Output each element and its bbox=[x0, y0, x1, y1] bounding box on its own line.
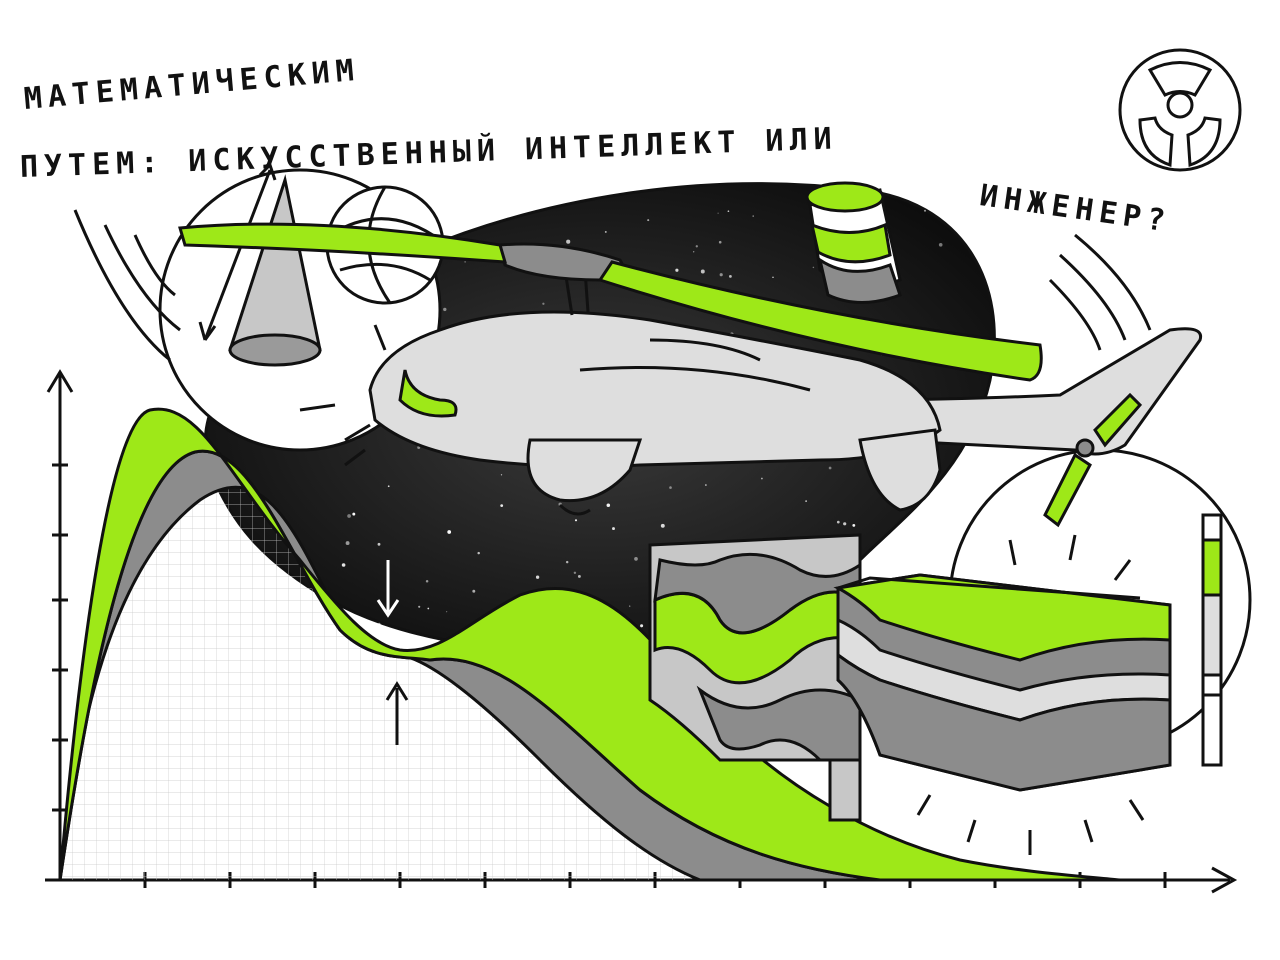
star bbox=[490, 221, 492, 223]
star bbox=[500, 504, 504, 507]
star bbox=[387, 485, 390, 488]
star bbox=[717, 212, 719, 214]
star bbox=[907, 569, 911, 574]
star bbox=[752, 215, 754, 217]
star bbox=[443, 307, 447, 312]
star bbox=[472, 589, 476, 593]
star bbox=[836, 520, 840, 524]
star bbox=[805, 500, 807, 502]
star bbox=[629, 605, 631, 607]
star bbox=[341, 563, 346, 567]
star bbox=[705, 484, 707, 486]
star bbox=[727, 210, 730, 213]
star bbox=[693, 251, 695, 253]
helicopter-icon bbox=[178, 222, 1203, 528]
star bbox=[378, 622, 381, 626]
star bbox=[535, 575, 540, 579]
star bbox=[566, 239, 571, 244]
motion-lines bbox=[73, 209, 1152, 467]
star bbox=[718, 240, 722, 244]
star bbox=[418, 605, 421, 608]
star bbox=[352, 512, 356, 516]
star bbox=[695, 245, 698, 248]
star bbox=[377, 542, 381, 546]
star bbox=[347, 514, 351, 518]
rock-core-icon bbox=[648, 533, 862, 822]
star bbox=[675, 268, 679, 272]
star bbox=[577, 574, 581, 578]
radiation-logo-icon bbox=[1118, 48, 1242, 172]
star bbox=[700, 269, 705, 274]
star bbox=[565, 560, 569, 564]
star bbox=[944, 211, 946, 213]
star bbox=[477, 551, 480, 555]
star bbox=[464, 261, 466, 263]
star bbox=[573, 571, 577, 575]
star bbox=[719, 273, 723, 277]
star bbox=[772, 276, 774, 279]
star bbox=[812, 266, 815, 269]
star bbox=[634, 557, 638, 561]
minimum-arrows bbox=[376, 560, 409, 745]
star bbox=[574, 519, 578, 522]
star bbox=[604, 230, 607, 233]
star bbox=[345, 541, 350, 546]
star bbox=[612, 527, 615, 531]
star bbox=[669, 486, 672, 489]
star bbox=[938, 242, 943, 247]
star bbox=[647, 219, 650, 222]
star bbox=[447, 530, 452, 534]
star bbox=[729, 275, 732, 278]
star bbox=[427, 607, 430, 610]
cylinder-core-icon bbox=[805, 181, 902, 304]
star bbox=[828, 466, 832, 470]
star bbox=[640, 624, 644, 628]
layered-block-icon bbox=[833, 534, 1172, 855]
measuring-rod-icon bbox=[1201, 513, 1223, 767]
graph-paper-area bbox=[60, 487, 700, 880]
star bbox=[446, 611, 448, 613]
star bbox=[852, 523, 856, 527]
cone-icon bbox=[198, 162, 322, 367]
star bbox=[660, 523, 665, 528]
star bbox=[760, 477, 763, 480]
star bbox=[500, 474, 503, 476]
star bbox=[542, 302, 545, 305]
star bbox=[843, 522, 847, 526]
star bbox=[934, 543, 939, 548]
star bbox=[923, 209, 927, 212]
star bbox=[606, 503, 611, 507]
star bbox=[425, 580, 429, 583]
green-curve bbox=[58, 407, 1121, 882]
